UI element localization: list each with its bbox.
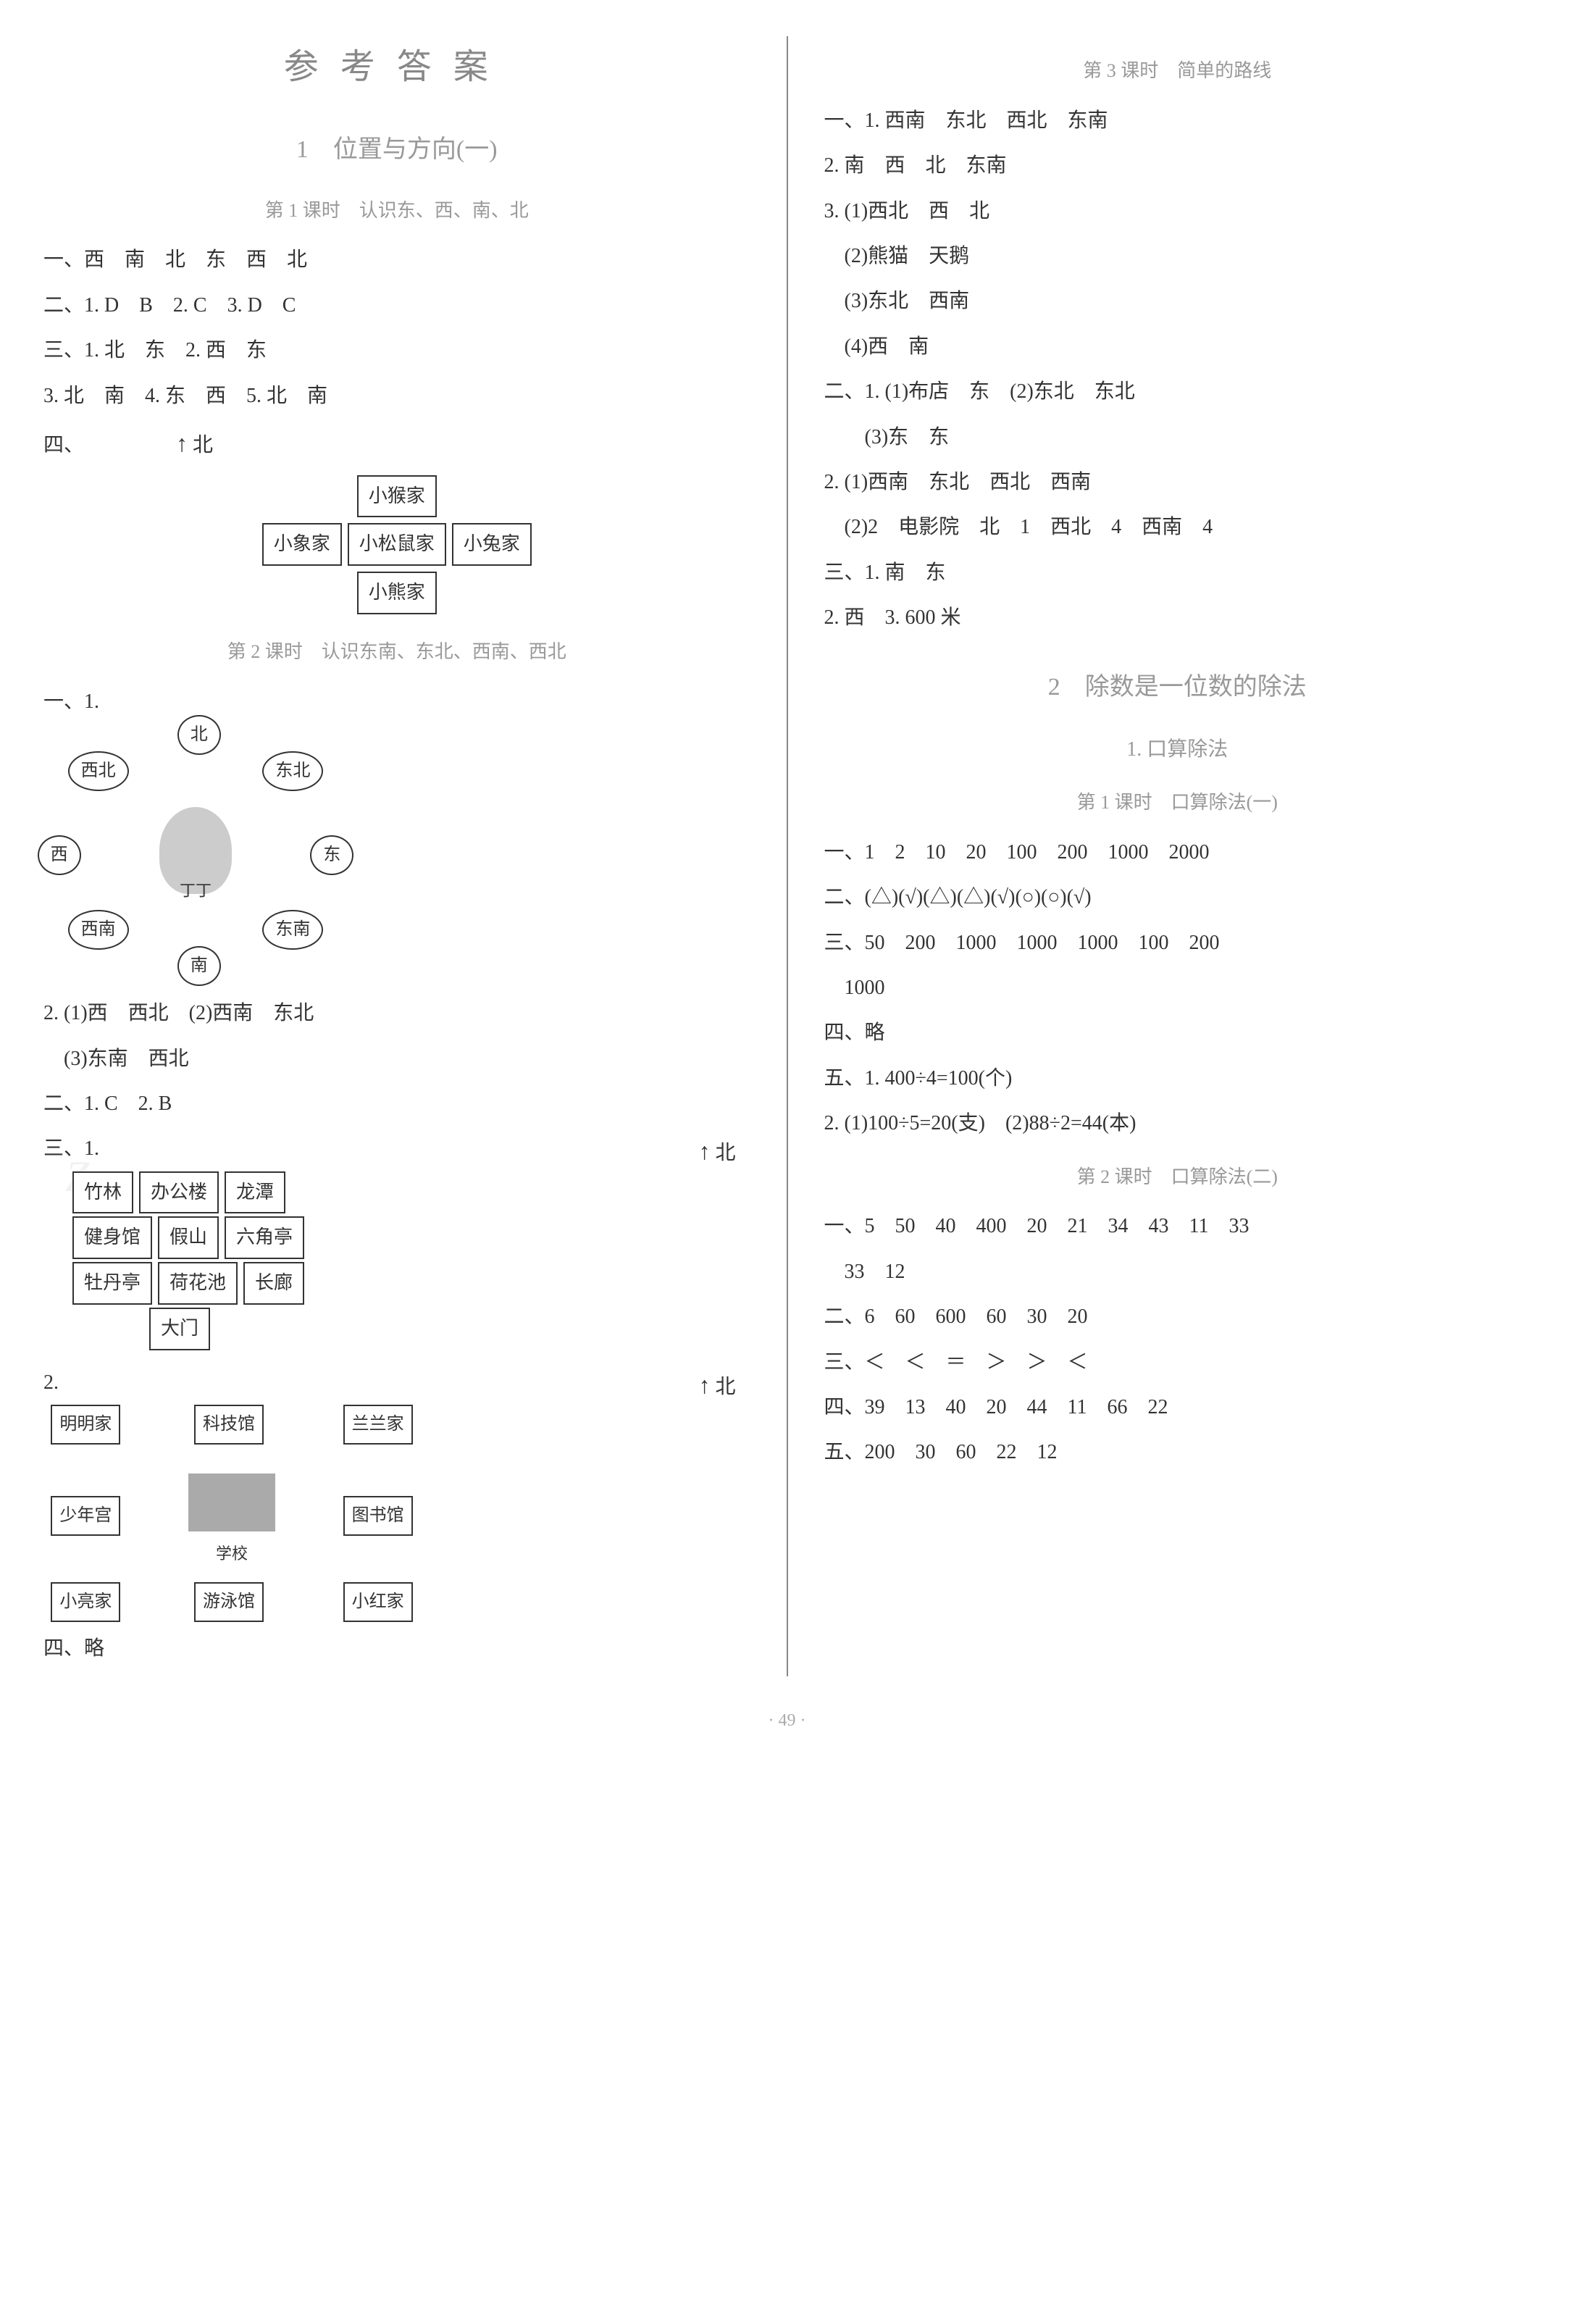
house-box: 小松鼠家 [348, 523, 446, 566]
text-line: 2. 西 3. 600 米 [824, 600, 1531, 636]
text-line: (2)2 电影院 北 1 西北 4 西南 4 [824, 509, 1531, 546]
compass-n: 北 [177, 715, 221, 755]
r-lesson1-title: 第 1 课时 口算除法(一) [824, 786, 1531, 820]
text-line: 一、1. 西南 东北 西北 东南 [824, 103, 1531, 139]
text-line: 二、6 60 600 60 30 20 [824, 1299, 1531, 1335]
question-prefix: 2. [43, 1371, 59, 1394]
park-box: 竹林 [72, 1171, 133, 1214]
north-indicator: ↑ 北 [698, 1365, 735, 1407]
text-line: 一、1 2 10 20 100 200 1000 2000 [824, 835, 1531, 871]
text-line: 三、50 200 1000 1000 1000 100 200 [824, 925, 1531, 961]
left-column: 参考答案 1 位置与方向(一) 第 1 课时 认识东、西、南、北 一、西 南 北… [43, 36, 750, 1676]
lesson3-title: 第 3 课时 简单的路线 [824, 54, 1531, 88]
park-box: 假山 [158, 1216, 219, 1259]
question-prefix: 三、1. [43, 1137, 99, 1160]
text-line: 五、200 30 60 22 12 [824, 1434, 1531, 1471]
text-line: 33 12 [824, 1254, 1531, 1290]
north-label: 北 [715, 1376, 735, 1398]
r-lesson2-title: 第 2 课时 口算除法(二) [824, 1161, 1531, 1195]
chapter2-title: 2 除数是一位数的除法 [824, 665, 1531, 709]
north-indicator: ↑ 北 [698, 1131, 735, 1173]
text-line: 三、1. 南 东 [824, 555, 1531, 591]
park-box: 牡丹亭 [72, 1262, 152, 1305]
park-box: 长廊 [243, 1262, 304, 1305]
school-box: 兰兰家 [343, 1405, 413, 1445]
text-line: 二、1. D B 2. C 3. D C [43, 288, 750, 324]
compass-center-label: 丁丁 [180, 877, 212, 906]
text-line: (3)东 东 [824, 419, 1531, 456]
house-box: 小猴家 [357, 475, 437, 518]
text-line: 四、略 [824, 1015, 1531, 1051]
question-prefix: 一、1. [43, 690, 99, 713]
compass-nw: 西北 [68, 751, 129, 791]
arrow-up-icon: ↑ [176, 423, 188, 465]
compass-sw: 西南 [68, 910, 129, 950]
sub-title: 1. 口算除法 [824, 732, 1531, 768]
park-box: 大门 [149, 1308, 210, 1350]
park-box: 荷花池 [158, 1262, 238, 1305]
text-line: 五、1. 400÷4=100(个) [824, 1061, 1531, 1097]
house-box: 小熊家 [357, 572, 437, 614]
text-line: (3)东南 西北 [43, 1041, 750, 1077]
compass-s: 南 [177, 946, 221, 986]
text-line: (2)熊猫 天鹅 [824, 238, 1531, 275]
text-line: 二、(△)(√)(△)(△)(√)(○)(○)(√) [824, 879, 1531, 916]
arrow-up-icon: ↑ [698, 1365, 710, 1407]
park-grid: 竹林 办公楼 龙潭 健身馆 假山 六角亭 牡丹亭 荷花池 长廊 大门 [72, 1171, 750, 1350]
school-box: 明明家 [51, 1405, 120, 1445]
text-line: 3. (1)西北 西 北 [824, 193, 1531, 230]
compass-se: 东南 [262, 910, 323, 950]
text-line: 三、＜ ＜ ＝ ＞ ＞ ＜ [824, 1345, 1531, 1381]
school-diagram: 学校 明明家 科技馆 兰兰家 少年宫 图书馆 小亮家 游泳馆 小红家 [43, 1405, 420, 1622]
lesson2-title: 第 2 课时 认识东南、东北、西南、西北 [43, 635, 750, 669]
compass-diagram: 丁丁 北 东北 东 东南 南 西南 西 西北 [43, 720, 348, 981]
house-box: 小象家 [262, 523, 342, 566]
text-line: 二、1. C 2. B [43, 1086, 750, 1122]
school-box: 小亮家 [51, 1582, 120, 1622]
column-divider [787, 36, 788, 1676]
compass-ne: 东北 [262, 751, 323, 791]
school-label: 学校 [216, 1539, 248, 1568]
house-grid: 小猴家 小象家 小松鼠家 小兔家 小熊家 [43, 472, 750, 617]
text-line: 四、39 13 40 20 44 11 66 22 [824, 1389, 1531, 1426]
park-box: 办公楼 [139, 1171, 219, 1214]
text-line: 2. (1)100÷5=20(支) (2)88÷2=44(本) [824, 1105, 1531, 1142]
text-line: (3)东北 西南 [824, 283, 1531, 319]
page-number: · 49 · [43, 1705, 1531, 1736]
text-line: 1000 [824, 970, 1531, 1006]
arrow-up-icon: ↑ [698, 1131, 710, 1173]
school-box: 少年宫 [51, 1496, 120, 1536]
compass-w: 西 [38, 835, 81, 875]
lesson1-title: 第 1 课时 认识东、西、南、北 [43, 194, 750, 228]
page-container: 参考答案 1 位置与方向(一) 第 1 课时 认识东、西、南、北 一、西 南 北… [43, 36, 1531, 1676]
house-box: 小兔家 [452, 523, 532, 566]
park-box: 六角亭 [225, 1216, 304, 1259]
text-line: 2. (1)西南 东北 西北 西南 [824, 464, 1531, 501]
text-line: 三、1. 北 东 2. 西 东 [43, 333, 750, 369]
chapter1-title: 1 位置与方向(一) [43, 128, 750, 172]
right-column: 第 3 课时 简单的路线 一、1. 西南 东北 西北 东南 2. 南 西 北 东… [824, 36, 1531, 1676]
text-line: 2. 南 西 北 东南 [824, 148, 1531, 184]
text-line: 3. 北 南 4. 东 西 5. 北 南 [43, 378, 750, 414]
text-line: 2. (1)西 西北 (2)西南 东北 [43, 995, 750, 1032]
text-line: 一、西 南 北 东 西 北 [43, 242, 750, 278]
diagram-houses: 四、 ↑ 北 小猴家 小象家 小松鼠家 小兔家 小熊家 [43, 423, 750, 617]
park-box: 龙潭 [225, 1171, 285, 1214]
school-box: 小红家 [343, 1582, 413, 1622]
school-box: 图书馆 [343, 1496, 413, 1536]
north-label: 北 [193, 434, 213, 456]
north-indicator: ↑ 北 [176, 434, 213, 456]
text-line: 一、5 50 40 400 20 21 34 43 11 33 [824, 1208, 1531, 1245]
text-line: 二、1. (1)布店 东 (2)东北 东北 [824, 374, 1531, 410]
school-building-icon [188, 1474, 275, 1531]
park-box: 健身馆 [72, 1216, 152, 1259]
main-title: 参考答案 [43, 36, 750, 99]
text-line: 四、略 [43, 1631, 750, 1667]
question-prefix: 四、 [43, 434, 84, 456]
north-label: 北 [715, 1142, 735, 1164]
school-box: 科技馆 [194, 1405, 264, 1445]
compass-e: 东 [310, 835, 353, 875]
school-box: 游泳馆 [194, 1582, 264, 1622]
text-line: (4)西 南 [824, 329, 1531, 365]
